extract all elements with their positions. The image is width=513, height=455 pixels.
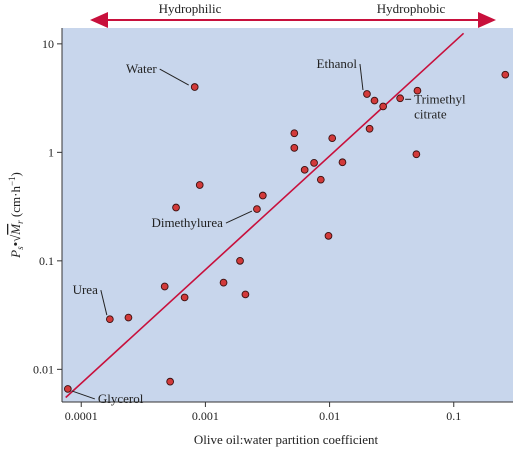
- annotation-leader: [225, 210, 253, 224]
- data-point: [363, 90, 371, 98]
- data-point: [324, 231, 333, 240]
- data-point: [166, 377, 174, 386]
- data-point: [241, 290, 250, 299]
- x-tick-label: 0.1: [446, 409, 461, 423]
- data-point: [310, 159, 318, 167]
- annotation-leader: [159, 68, 189, 86]
- data-point: [412, 150, 421, 159]
- annotation-label-line2: citrate: [414, 106, 447, 121]
- data-point: [379, 102, 387, 111]
- data-point: [253, 205, 261, 213]
- y-tick-label: 0.1: [39, 254, 54, 268]
- data-point: [413, 86, 422, 95]
- y-axis-title-p-sub: s: [15, 246, 25, 250]
- y-axis-title-sqrt: √: [8, 234, 23, 242]
- data-point: [172, 203, 180, 212]
- data-point: [195, 181, 204, 189]
- data-point-layer: [63, 70, 510, 393]
- data-point: [396, 94, 404, 103]
- data-point: [365, 124, 374, 133]
- data-point: [300, 165, 309, 174]
- y-tick-label: 10: [42, 37, 54, 51]
- fit-line: [65, 32, 465, 399]
- annotation-leader: [71, 390, 95, 400]
- banner-right-label: Hydrophobic: [377, 1, 446, 16]
- data-point: [124, 313, 133, 322]
- annotation-label: Glycerol: [98, 391, 144, 406]
- data-point: [106, 315, 114, 324]
- y-axis-title-m-sub: r: [15, 220, 25, 224]
- x-tick-label: 0.0001: [65, 409, 98, 423]
- data-point: [190, 83, 199, 91]
- data-point: [160, 282, 169, 291]
- data-point: [180, 293, 189, 302]
- y-axis-title-units: (cm·h: [8, 186, 23, 221]
- plot-area: [62, 28, 513, 402]
- annotation-label: Water: [126, 61, 157, 76]
- annotation-label: Trimethyl: [414, 91, 466, 106]
- banner-left-label: Hydrophilic: [159, 1, 222, 16]
- y-axis-title-sup: −1: [7, 176, 17, 186]
- annotation-leader: [359, 63, 364, 91]
- annotation-leader: [100, 290, 108, 316]
- y-tick-label: 0.01: [33, 362, 54, 376]
- y-axis-title-close: ): [8, 172, 23, 176]
- y-axis-title-dot: •: [8, 242, 23, 247]
- data-point: [370, 96, 379, 105]
- y-axis-title-m: M: [8, 223, 23, 236]
- y-tick-label: 1: [48, 145, 54, 159]
- data-point: [328, 134, 337, 143]
- fit-line-layer: [65, 32, 465, 399]
- data-point: [316, 175, 325, 184]
- y-axis-title: Ps•√Mr (cm·h−1): [7, 172, 25, 259]
- tick-layer: 0.0001 0.001 0.01 0.1 0.01 0.1 1 10: [33, 37, 461, 423]
- x-axis-title: Olive oil:water partition coefficient: [194, 432, 379, 447]
- data-point: [338, 158, 347, 167]
- data-point: [236, 256, 244, 265]
- x-tick-label: 0.01: [319, 409, 340, 423]
- x-tick-label: 0.001: [192, 409, 219, 423]
- data-point: [63, 385, 72, 393]
- data-point: [501, 70, 510, 79]
- data-point: [290, 144, 299, 152]
- data-point: [219, 278, 228, 287]
- annotation-label: Dimethylurea: [151, 215, 223, 230]
- y-axis-title-p: P: [8, 250, 23, 259]
- annotation-label: Ethanol: [317, 56, 358, 71]
- data-point: [258, 191, 267, 200]
- data-point: [290, 129, 299, 138]
- annotation-label: Urea: [73, 282, 98, 297]
